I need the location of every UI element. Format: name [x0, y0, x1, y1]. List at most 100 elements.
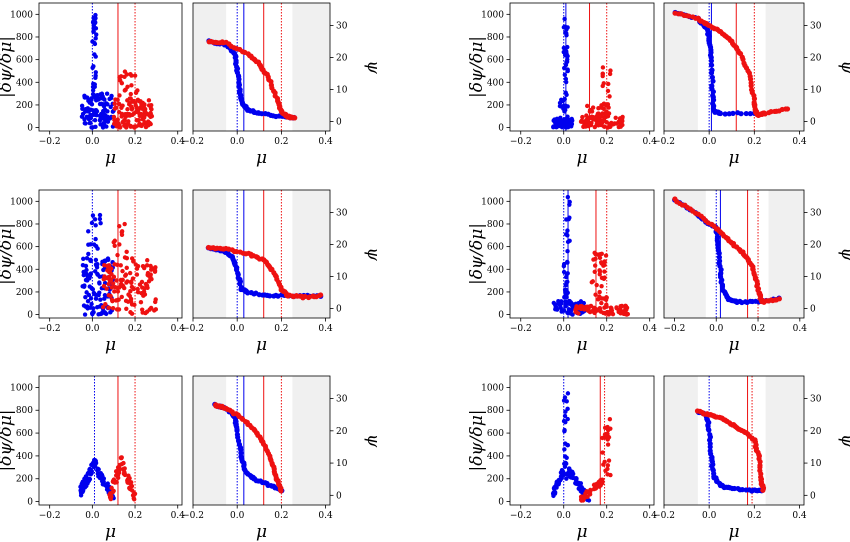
y-tick-label: 0	[810, 491, 816, 501]
series-red-point	[110, 305, 116, 311]
y-tick-label: 1000	[10, 10, 33, 20]
x-tick-label: −0.2	[182, 137, 204, 147]
series-red-point	[600, 65, 606, 70]
x-tick-label: 0.2	[600, 137, 614, 147]
x-axis-label: μ	[728, 335, 739, 355]
series-red-point	[601, 118, 607, 123]
plot-area	[78, 376, 138, 505]
series-blue-point	[80, 111, 86, 117]
shaded-region	[768, 190, 804, 318]
y-tick-label: 30	[336, 208, 348, 218]
series-red-point	[584, 306, 590, 311]
y-tick-label: 10	[810, 85, 822, 95]
series-blue-point	[102, 296, 107, 301]
y-tick-label: 600	[487, 429, 504, 439]
series-red-point	[592, 124, 598, 130]
x-tick-label: 0.0	[702, 137, 717, 147]
series-red-point	[133, 262, 138, 267]
series-blue-point	[83, 121, 88, 126]
series-blue-point	[86, 292, 92, 298]
series-blue-point	[553, 307, 558, 312]
series-red-point	[617, 309, 622, 315]
series-red-point	[597, 289, 602, 295]
series-red-point	[122, 285, 127, 291]
series-red-point	[599, 105, 604, 110]
series-blue-point	[91, 29, 96, 34]
y-tick-label: 400	[487, 452, 504, 462]
series-red-point	[114, 124, 119, 129]
series-red-point	[585, 103, 590, 109]
x-axis-label: μ	[256, 335, 267, 355]
series-red-point	[607, 416, 613, 422]
series-red-point	[122, 88, 128, 93]
series-red-point	[139, 307, 145, 312]
series-red-point	[109, 297, 115, 302]
series-red-point	[623, 304, 628, 309]
series-blue-point	[80, 479, 86, 484]
series-red-point	[123, 298, 129, 304]
x-axis-label: μ	[105, 522, 116, 542]
y-tick-label: 600	[16, 243, 33, 253]
series-red-point	[134, 272, 140, 277]
series-blue-point	[562, 16, 567, 22]
series-red-point	[599, 251, 604, 256]
series-blue-point	[551, 124, 556, 130]
series-red-point	[109, 485, 114, 491]
x-tick-label: 0.4	[643, 511, 658, 521]
series-red-point	[119, 114, 124, 119]
series-blue-point	[706, 427, 712, 433]
series-red-point	[115, 289, 121, 294]
x-axis-label: μ	[728, 148, 739, 168]
series-red-point	[603, 431, 608, 437]
series-red-point	[140, 116, 146, 121]
series-blue-point	[88, 120, 93, 126]
series-red-point	[278, 488, 284, 494]
series-red-point	[602, 262, 607, 268]
plot-area	[550, 376, 613, 505]
series-blue-point	[578, 487, 583, 493]
series-red-point	[608, 68, 613, 73]
series-red-point	[584, 118, 590, 124]
series-blue-point	[96, 292, 101, 298]
y-tick-label: 600	[16, 56, 33, 66]
series-red-point	[760, 487, 766, 493]
series-red-point	[596, 297, 601, 302]
y-tick-label: 800	[487, 406, 504, 416]
shaded-region	[193, 3, 227, 131]
series-blue-point	[716, 254, 722, 260]
series-blue-point	[99, 111, 104, 117]
series-red-point	[600, 83, 605, 89]
series-blue-point	[730, 110, 736, 116]
x-axis-label: μ	[576, 335, 587, 355]
series-red-point	[589, 309, 594, 314]
series-red-point	[139, 106, 145, 111]
series-blue-point	[565, 53, 570, 59]
y-tick-label: 0	[336, 491, 342, 501]
series-red-point	[129, 284, 135, 290]
series-blue-point	[84, 267, 89, 273]
series-blue-point	[573, 480, 578, 486]
shaded-region	[193, 376, 227, 505]
series-red-point	[138, 99, 143, 104]
shaded-region	[765, 376, 804, 505]
series-blue-point	[91, 306, 96, 311]
series-red-point	[593, 292, 598, 297]
series-blue-point	[710, 89, 716, 95]
series-red-point	[144, 263, 150, 268]
series-red-point	[123, 273, 128, 278]
x-tick-label: 0.2	[128, 324, 142, 334]
y-tick-label: 20	[810, 240, 822, 250]
series-red-point	[145, 258, 150, 263]
axes-frame	[38, 2, 183, 132]
series-blue-point	[107, 116, 113, 121]
series-red-point	[592, 269, 597, 274]
series-red-point	[125, 107, 130, 112]
series-red-point	[127, 96, 132, 101]
series-red-point	[132, 497, 137, 502]
x-axis-label: μ	[576, 148, 587, 168]
y-tick-label: 10	[336, 85, 348, 95]
series-blue-point	[94, 32, 99, 37]
series-red-point	[115, 97, 120, 103]
series-blue-point	[96, 97, 101, 102]
series-blue-point	[93, 73, 98, 78]
